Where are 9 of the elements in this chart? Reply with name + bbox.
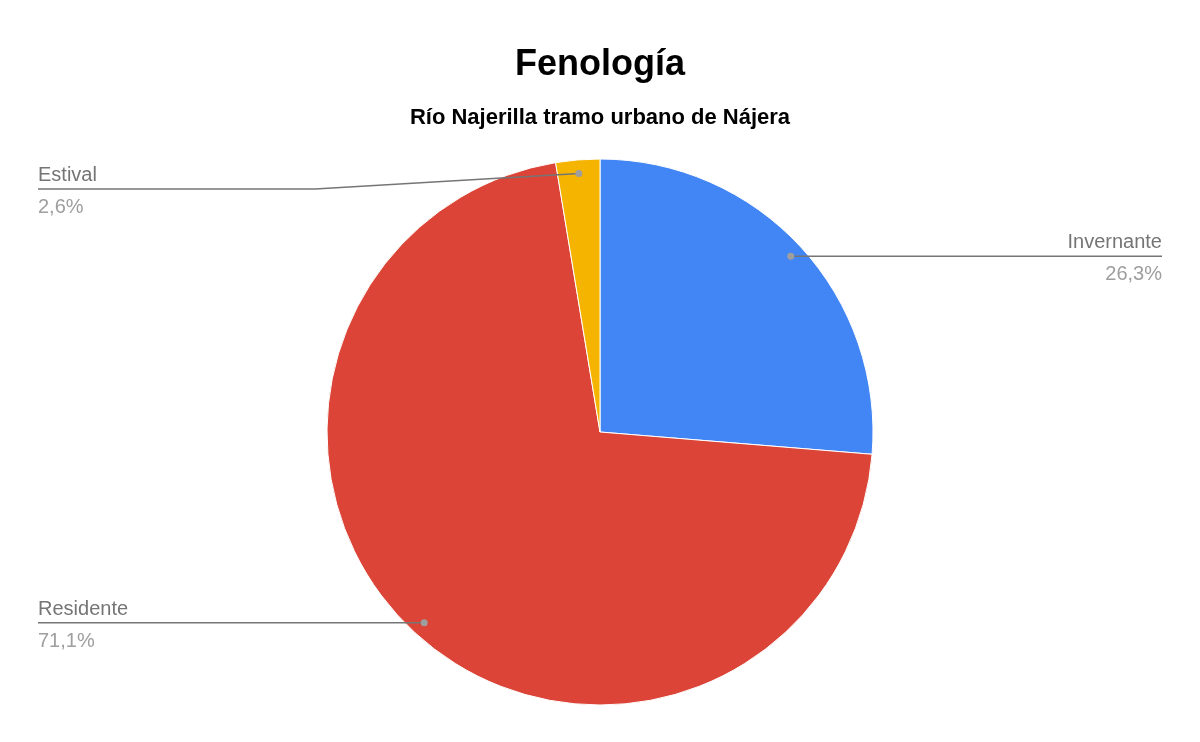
chart-subtitle: Río Najerilla tramo urbano de Nájera	[409, 104, 791, 129]
data-label: 26,3%	[1105, 262, 1163, 285]
data-label: 2,6%	[38, 195, 84, 218]
pie-slice	[326, 162, 873, 706]
slice-label: Estival	[38, 163, 97, 186]
slice-label: Residente	[38, 596, 129, 619]
data-label: 71,1%	[38, 628, 95, 651]
chart-title: Fenología	[515, 42, 686, 83]
slice-label: Invernante	[1067, 230, 1162, 253]
